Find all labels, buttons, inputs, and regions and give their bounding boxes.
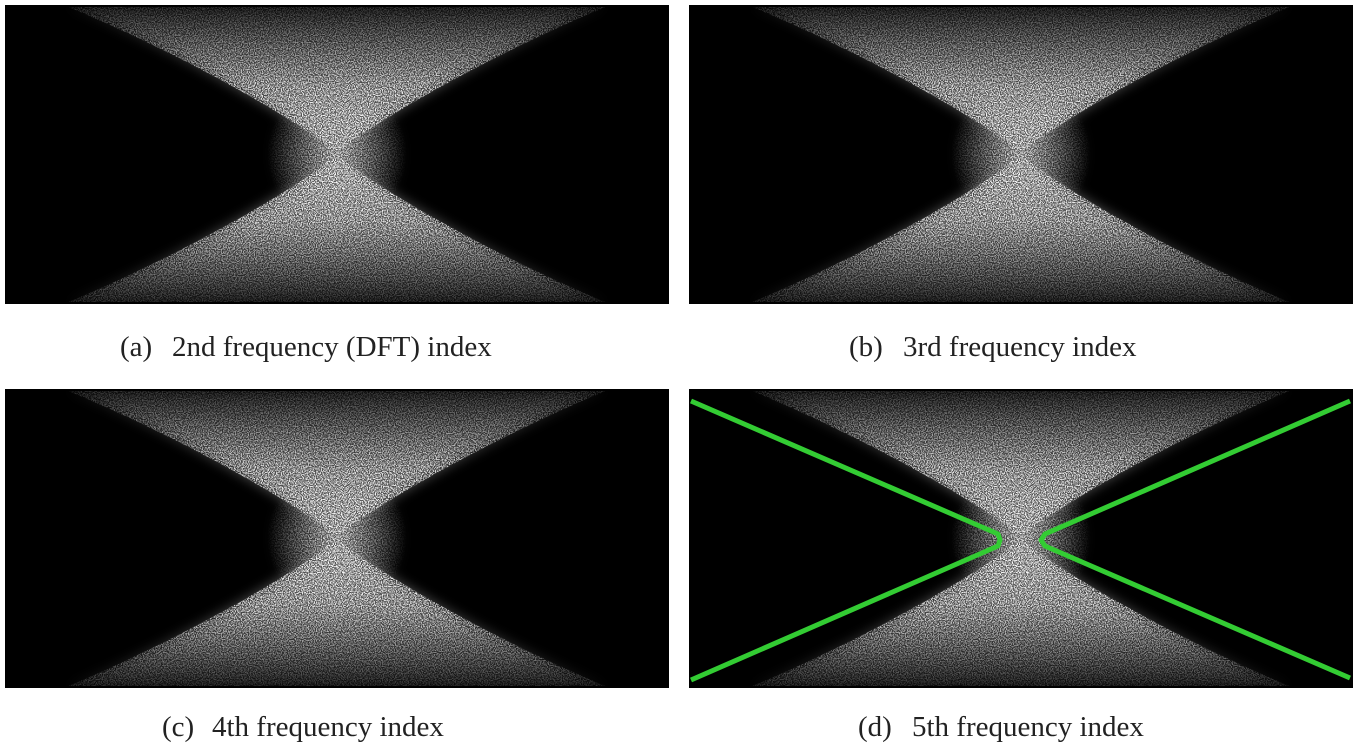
spectrum-image — [6, 390, 668, 687]
spectrum-image — [690, 390, 1352, 687]
caption-label: (a) — [120, 331, 152, 363]
caption-text: 4th frequency index — [212, 711, 444, 743]
caption-text: 2nd frequency (DFT) index — [172, 331, 492, 363]
spectrum-image — [690, 6, 1352, 303]
caption-text: 3rd frequency index — [903, 331, 1137, 363]
caption-label: (b) — [849, 331, 883, 363]
caption-label: (c) — [162, 711, 194, 743]
caption-text: 5th frequency index — [912, 711, 1144, 743]
figure: (a) 2nd frequency (DFT) index (b) 3rd fr… — [0, 0, 1357, 754]
spectrum-image — [6, 6, 668, 303]
caption-label: (d) — [858, 711, 892, 743]
page: (a) 2nd frequency (DFT) index (b) 3rd fr… — [0, 0, 1357, 754]
